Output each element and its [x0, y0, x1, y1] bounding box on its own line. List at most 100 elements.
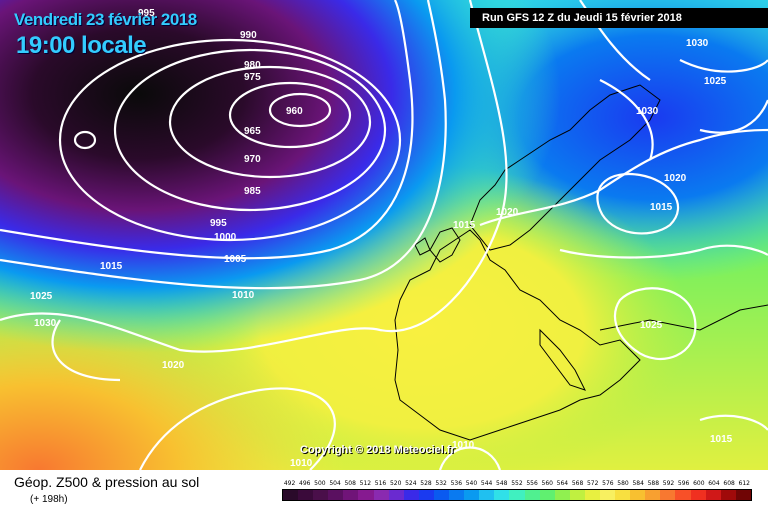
isobar-label: 1030 — [686, 38, 709, 49]
isobar-label: 995 — [138, 8, 155, 19]
scale-label: 516 — [374, 480, 387, 487]
isobar-label: 1005 — [224, 254, 247, 265]
isobar-label: 1000 — [214, 232, 237, 243]
forecast-hour: (+ 198h) — [30, 494, 68, 505]
scale-swatch — [705, 490, 721, 500]
map-title: Géop. Z500 & pression au sol — [14, 474, 200, 490]
isobar-label: 960 — [286, 106, 303, 117]
copyright-notice: Copyright © 2018 Meteociel.fr — [300, 444, 455, 456]
color-scale-labels: 492 496 500 504 508 512 516 520 524 528 532 536 540 5… — [282, 480, 752, 487]
isobar-label: 1025 — [30, 291, 53, 302]
scale-label: 596 — [677, 480, 690, 487]
isobar-label: 1015 — [710, 434, 733, 445]
scale-label: 568 — [571, 480, 584, 487]
scale-label: 500 — [314, 480, 326, 487]
legend-footer: Géop. Z500 & pression au sol (+ 198h) 49… — [0, 470, 768, 512]
isobar-label: 1020 — [664, 173, 687, 184]
isobar-label: 1025 — [704, 76, 727, 87]
color-scale-swatches — [282, 489, 752, 501]
isobar-label: 1020 — [496, 207, 519, 218]
scale-swatch — [403, 490, 419, 500]
scale-label: 544 — [480, 480, 493, 487]
scale-swatch — [464, 490, 480, 500]
scale-label: 548 — [496, 480, 508, 487]
scale-label: 520 — [389, 480, 402, 487]
scale-swatch — [313, 490, 329, 500]
scale-swatch — [494, 490, 510, 500]
isobar-label: 1020 — [162, 360, 185, 371]
valid-time: 19:00 locale — [16, 32, 147, 59]
scale-swatch — [524, 490, 540, 500]
scale-label: 564 — [556, 480, 569, 487]
scale-label: 512 — [359, 480, 372, 487]
scale-swatch — [283, 490, 299, 500]
scale-swatch — [645, 490, 661, 500]
scale-label: 556 — [526, 480, 538, 487]
isobar-label: 985 — [244, 186, 261, 197]
pressure-field: 995 990 980 975 960 965 970 985 995 1000… — [0, 0, 768, 470]
scale-swatch — [539, 490, 555, 500]
coastlines — [394, 84, 768, 441]
isobar-label: 1010 — [232, 290, 255, 301]
isobar-label: 1010 — [452, 440, 475, 451]
isobar-label: 1010 — [290, 458, 313, 469]
scale-label: 588 — [647, 480, 660, 487]
scale-swatch — [599, 490, 616, 500]
scale-swatch — [569, 490, 585, 500]
scale-swatch — [615, 490, 631, 500]
scale-label: 528 — [420, 480, 432, 487]
valid-date: Vendredi 23 février 2018 — [14, 10, 197, 29]
scale-label: 580 — [617, 480, 629, 487]
scale-swatch — [660, 490, 676, 500]
scale-label: 496 — [299, 480, 311, 487]
scale-label: 540 — [465, 480, 478, 487]
scale-label: 576 — [602, 480, 614, 487]
scale-swatch — [675, 490, 691, 500]
isobar-label: 990 — [240, 30, 257, 41]
scale-label: 584 — [632, 480, 644, 487]
scale-swatch — [479, 490, 495, 500]
scale-swatch — [735, 490, 751, 500]
scale-swatch — [298, 490, 314, 500]
isobar-label: 970 — [244, 154, 261, 165]
scale-label: 532 — [435, 480, 447, 487]
scale-swatch — [358, 490, 374, 500]
scale-swatch — [433, 490, 450, 500]
scale-swatch — [509, 490, 525, 500]
run-info-banner: Run GFS 12 Z du Jeudi 15 février 2018 — [470, 8, 768, 28]
isobar-label: 1025 — [640, 320, 663, 331]
scale-swatch — [584, 490, 600, 500]
scale-swatch — [720, 490, 736, 500]
scale-label: 492 — [283, 480, 296, 487]
isobar-label: 1015 — [453, 220, 476, 231]
isobar-label: 995 — [210, 218, 227, 229]
isobar-label: 1015 — [650, 202, 673, 213]
scale-label: 560 — [541, 480, 553, 487]
scale-label: 608 — [723, 480, 735, 487]
scale-label: 592 — [662, 480, 675, 487]
scale-swatch — [690, 490, 706, 500]
isobar-label: 975 — [244, 72, 261, 83]
isobar-label: 1030 — [636, 106, 659, 117]
scale-swatch — [343, 490, 359, 500]
scale-swatch — [418, 490, 434, 500]
scale-label: 612 — [738, 480, 750, 487]
scale-swatch — [630, 490, 646, 500]
scale-label: 508 — [344, 480, 356, 487]
scale-swatch — [328, 490, 344, 500]
scale-label: 600 — [693, 480, 705, 487]
scale-label: 604 — [708, 480, 720, 487]
scale-label: 572 — [586, 480, 599, 487]
scale-swatch — [554, 490, 570, 500]
scale-swatch — [388, 490, 404, 500]
scale-swatch — [373, 490, 389, 500]
isobar-label: 1030 — [34, 318, 57, 329]
scale-label: 524 — [405, 480, 417, 487]
weather-map: 995 990 980 975 960 965 970 985 995 1000… — [0, 0, 768, 470]
scale-label: 504 — [329, 480, 341, 487]
isobar-labels: 995 990 980 975 960 965 970 985 995 1000… — [30, 8, 733, 469]
scale-swatch — [449, 490, 465, 500]
scale-label: 536 — [450, 480, 463, 487]
isobar-label: 1015 — [100, 261, 123, 272]
isobar-label: 965 — [244, 126, 261, 137]
